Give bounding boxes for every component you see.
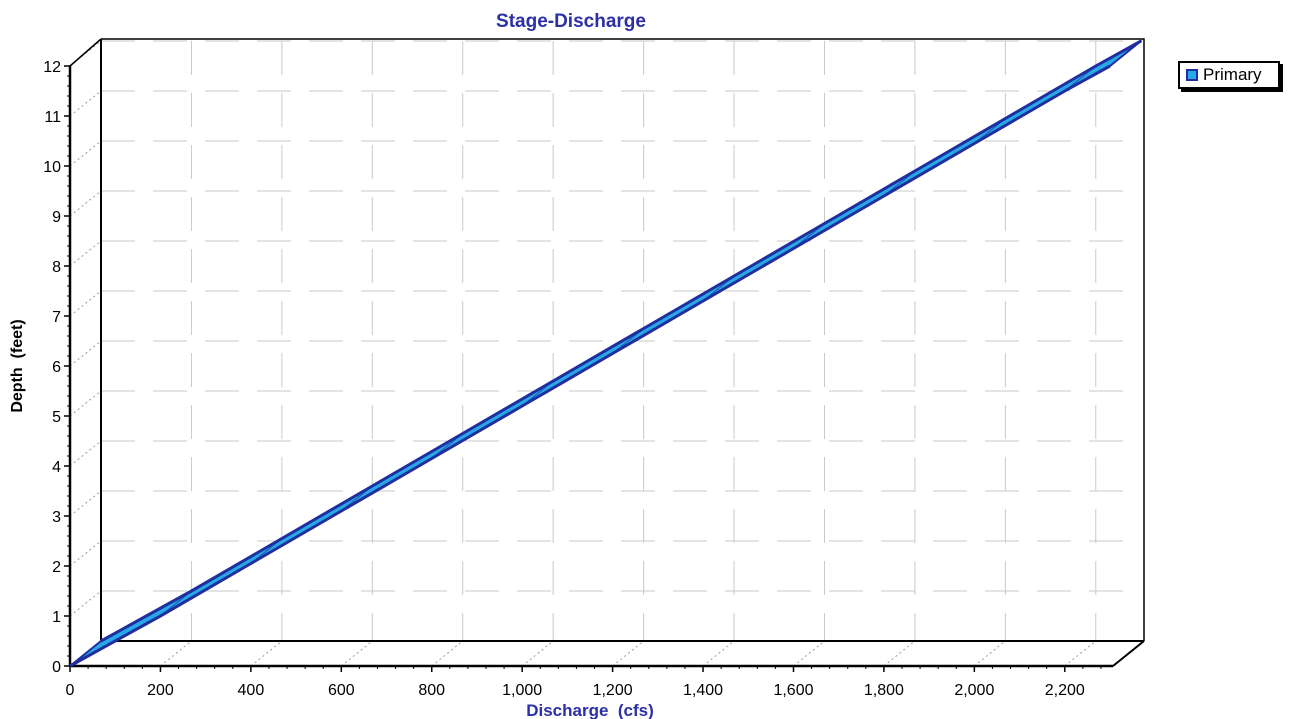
y-tick-label: 0: [52, 659, 61, 676]
grid: [69, 40, 1141, 667]
y-tick-label: 6: [52, 359, 61, 376]
data-point: [250, 538, 283, 564]
x-tick-label: 1,800: [864, 682, 904, 699]
y-axis-title: Depth (feet): [9, 319, 26, 412]
y-tick-label: 10: [43, 159, 61, 176]
x-axis-title: Discharge (cfs): [526, 701, 654, 719]
y-tick-label: 3: [52, 509, 61, 526]
series-layer: [69, 39, 1142, 668]
y-tick-label: 9: [52, 209, 61, 226]
data-point: [793, 223, 825, 249]
back-wall-edge: [101, 38, 1145, 641]
gridline-floor: [431, 640, 464, 667]
gridline-floor: [1064, 640, 1097, 667]
data-point: [1064, 65, 1097, 92]
data-point: [521, 380, 554, 407]
gridline-side: [69, 490, 102, 517]
y-tick-label: 4: [52, 459, 61, 476]
x-tick-label: 1,600: [773, 682, 813, 699]
gridline-side: [69, 590, 102, 617]
x-tick-label: 800: [418, 682, 445, 699]
x-tick-label: 2,000: [954, 682, 994, 699]
y-tick-label: 2: [52, 559, 61, 576]
x-tick-label: 0: [66, 682, 75, 699]
x-axis: 0 200 400 600 800 1,000 1,200 1,400 1,600 1,800 2,…: [66, 666, 1102, 699]
x-tick-label: 2,200: [1045, 682, 1085, 699]
gridline-floor: [793, 640, 825, 667]
data-point: [160, 590, 192, 617]
legend-swatch-primary: [1186, 69, 1198, 81]
x-tick-label: 200: [147, 682, 174, 699]
x-tick-label: 600: [328, 682, 355, 699]
gridline-side: [69, 140, 102, 167]
gridline-side: [69, 340, 102, 367]
gridline-side: [69, 440, 102, 467]
chart-title: Stage-Discharge: [496, 11, 646, 32]
data-point: [431, 433, 464, 459]
y-tick-label: 11: [44, 109, 61, 126]
top-left-depth-edge: [69, 38, 102, 67]
y-tick-label: 1: [52, 609, 61, 626]
legend-label-primary: Primary: [1203, 65, 1262, 84]
gridline-floor: [160, 640, 192, 667]
data-point: [1109, 40, 1142, 67]
data-point: [702, 275, 735, 302]
y-tick-label: 5: [52, 409, 61, 426]
gridline-side: [69, 240, 102, 267]
x-tick-label: 1,000: [502, 682, 542, 699]
gridline-side: [69, 390, 102, 417]
x-tick-label: 1,400: [683, 682, 723, 699]
data-point: [69, 640, 102, 667]
bottom-right-depth-edge: [1112, 640, 1145, 667]
gridline-floor: [250, 640, 283, 667]
gridline-side: [69, 540, 102, 567]
data-point: [973, 118, 1006, 144]
data-point: [612, 328, 644, 354]
data-point: [340, 485, 373, 512]
gridline-floor: [702, 640, 735, 667]
gridline-floor: [974, 640, 1006, 667]
x-tick-label: 1,200: [593, 682, 633, 699]
series-ribbon-0: [69, 40, 1142, 667]
x-tick-label: 400: [238, 682, 265, 699]
y-tick-label: 7: [52, 309, 61, 326]
gridline-floor: [612, 640, 644, 667]
gridline-floor: [340, 640, 373, 667]
gridline-side: [69, 290, 102, 317]
y-tick-label: 12: [43, 59, 61, 76]
data-point: [883, 170, 916, 197]
y-tick-label: 8: [52, 259, 61, 276]
gridline-floor: [883, 640, 916, 667]
gridline-floor: [521, 640, 554, 667]
gridline-side: [69, 190, 102, 217]
legend: Primary: [1178, 61, 1280, 89]
gridline-side: [69, 90, 102, 117]
